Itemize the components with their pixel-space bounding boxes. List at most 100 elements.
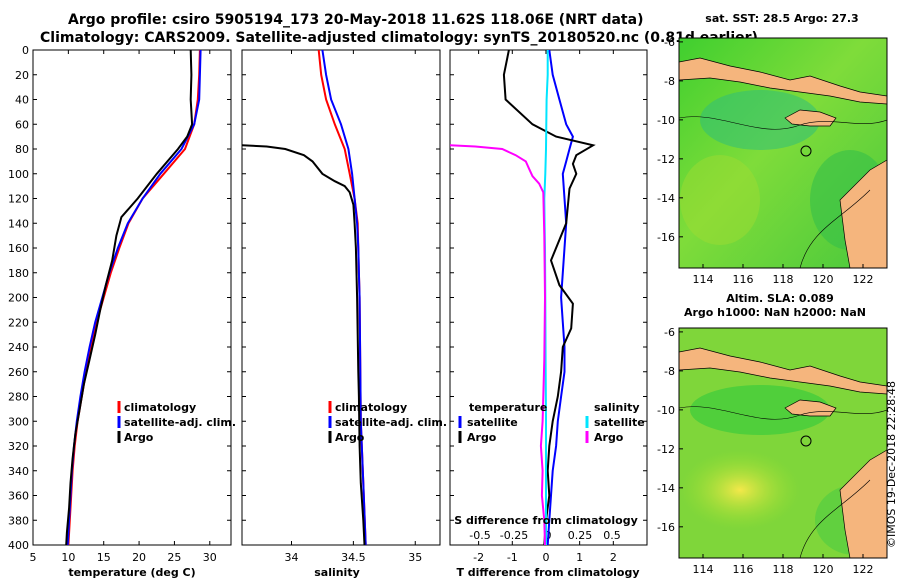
x-tick-label: 20 [132,551,146,564]
sst-map-title: sat. SST: 28.5 Argo: 27.3 [705,12,858,25]
legend-climatology-label: climatology [335,401,407,414]
bathymetry-contour [799,189,871,268]
lat-tick-label: -10 [657,404,675,417]
sla-map: Altim. SLA: 0.089 Argo h1000: NaN h2000:… [657,292,888,576]
australia-coast [839,449,887,558]
bathymetry-contour [679,406,887,420]
depth-tick-label: 200 [8,292,29,305]
lon-tick-label: 118 [773,273,794,286]
depth-tick-label: 80 [15,143,29,156]
lat-tick-label: -8 [664,75,675,88]
depth-tick-label: 360 [8,490,29,503]
x-tick-label: 25 [167,551,181,564]
legend-climatology-label: climatology [124,401,196,414]
lesser-sunda-islands [679,347,887,395]
lat-tick-label: -16 [657,231,675,244]
difference-legend: temperature satellite Argo salinity sate… [458,401,645,444]
x-tick-label: -1 [507,551,518,564]
lon-tick-label: 120 [813,563,834,576]
legend-satellite-label: satellite-adj. clim. [124,416,236,429]
lat-tick-label: -14 [657,482,675,495]
s-diff-tick-label: -0.5 [469,529,490,542]
title-line-1: Argo profile: csiro 5905194_173 20-May-2… [68,12,643,28]
sumba-island [784,399,837,417]
sla-high-spot [680,450,800,530]
lon-tick-label: 122 [853,273,874,286]
lat-tick-label: -12 [657,153,675,166]
depth-tick-label: 100 [8,168,29,181]
lat-tick-label: -8 [664,365,675,378]
lon-tick-label: 120 [813,273,834,286]
sla-map-title-2: Argo h1000: NaN h2000: NaN [684,306,866,319]
depth-tick-label: 280 [8,391,29,404]
depth-tick-label: 140 [8,217,29,230]
x-tick-label: 5 [30,551,37,564]
lat-tick-label: -10 [657,114,675,127]
lat-tick-label: -6 [664,36,675,49]
depth-tick-label: 400 [8,539,29,552]
temperature-axes-frame [32,49,232,546]
x-tick-label: 10 [61,551,75,564]
lon-tick-label: 118 [773,563,794,576]
temperature-legend: climatology satellite-adj. clim. Argo [117,401,236,444]
lon-tick-label: 114 [693,273,714,286]
depth-tick-label: 260 [8,366,29,379]
series-difference-t-satellite [546,50,574,545]
lon-tick-label: 122 [853,563,874,576]
x-tick-label: 0 [542,551,549,564]
difference-panel: -2 -1 0 1 2 -0.5 -0.25 0 0.25 0.5 T difference f… [449,49,648,579]
s-diff-tick-label: -0.25 [500,529,528,542]
lon-tick-label: 114 [693,563,714,576]
salinity-panel: 34 34.5 35 salinity climatology satellite-… [241,49,447,579]
s-diff-tick-label: 0.25 [568,529,593,542]
depth-tick-label: 340 [8,465,29,478]
legend-t-argo-label: Argo [467,431,497,444]
depth-tick-label: 120 [8,193,29,206]
x-tick-label: 1 [576,551,583,564]
x-tick-label: 34 [285,551,299,564]
x-tick-label: 35 [408,551,422,564]
salinity-xlabel: salinity [314,566,360,579]
s-difference-xlabel: S difference from climatology [454,514,638,527]
depth-tick-label: 320 [8,440,29,453]
x-tick-label: 15 [97,551,111,564]
australia-coast [839,159,887,268]
depth-tick-label: 240 [8,341,29,354]
legend-salinity-title: salinity [594,401,640,414]
title-line-2: Climatology: CARS2009. Satellite-adjuste… [40,30,758,46]
legend-argo-label: Argo [335,431,365,444]
depth-tick-label: 220 [8,316,29,329]
depth-tick-label: 20 [15,69,29,82]
salinity-legend: climatology satellite-adj. clim. Argo [328,401,447,444]
depth-tick-label: 160 [8,242,29,255]
lon-tick-label: 116 [733,273,754,286]
sumba-island [784,109,837,127]
depth-tick-label: 180 [8,267,29,280]
legend-t-satellite-label: satellite [467,416,518,429]
s-diff-tick-label: 0.5 [603,529,621,542]
depth-tick-label: 40 [15,94,29,107]
lat-tick-label: -6 [664,326,675,339]
x-tick-label: -2 [473,551,484,564]
series-difference-s-argo [450,144,547,545]
sst-cool-patch [700,90,820,150]
x-tick-label: 2 [610,551,617,564]
sst-warm-patch [680,155,760,245]
series-salinity-satellite-adj-clim- [321,50,367,545]
imos-watermark: ©IMOS 19-Dec-2018 22:28:48 [885,381,898,548]
x-tick-label: 34.5 [341,551,366,564]
depth-tick-label: 380 [8,514,29,527]
legend-s-satellite-label: satellite [594,416,645,429]
series-temperature-argo [65,50,194,545]
depth-axis-labels: 0 20 40 60 80 100 120 140 160 180 200 220 240 260 280 3… [8,44,29,552]
sla-map-title-1: Altim. SLA: 0.089 [726,292,833,305]
x-tick-label: 30 [203,551,217,564]
lat-tick-label: -14 [657,192,675,205]
t-difference-xlabel: T difference from climatology [456,566,639,579]
temperature-panel: 0 20 40 60 80 100 120 140 160 180 200 220 240 260 280 3… [8,44,236,579]
legend-satellite-label: satellite-adj. clim. [335,416,447,429]
series-difference-t-argo [502,50,596,545]
argo-location-marker [800,145,812,157]
lon-tick-label: 116 [733,563,754,576]
